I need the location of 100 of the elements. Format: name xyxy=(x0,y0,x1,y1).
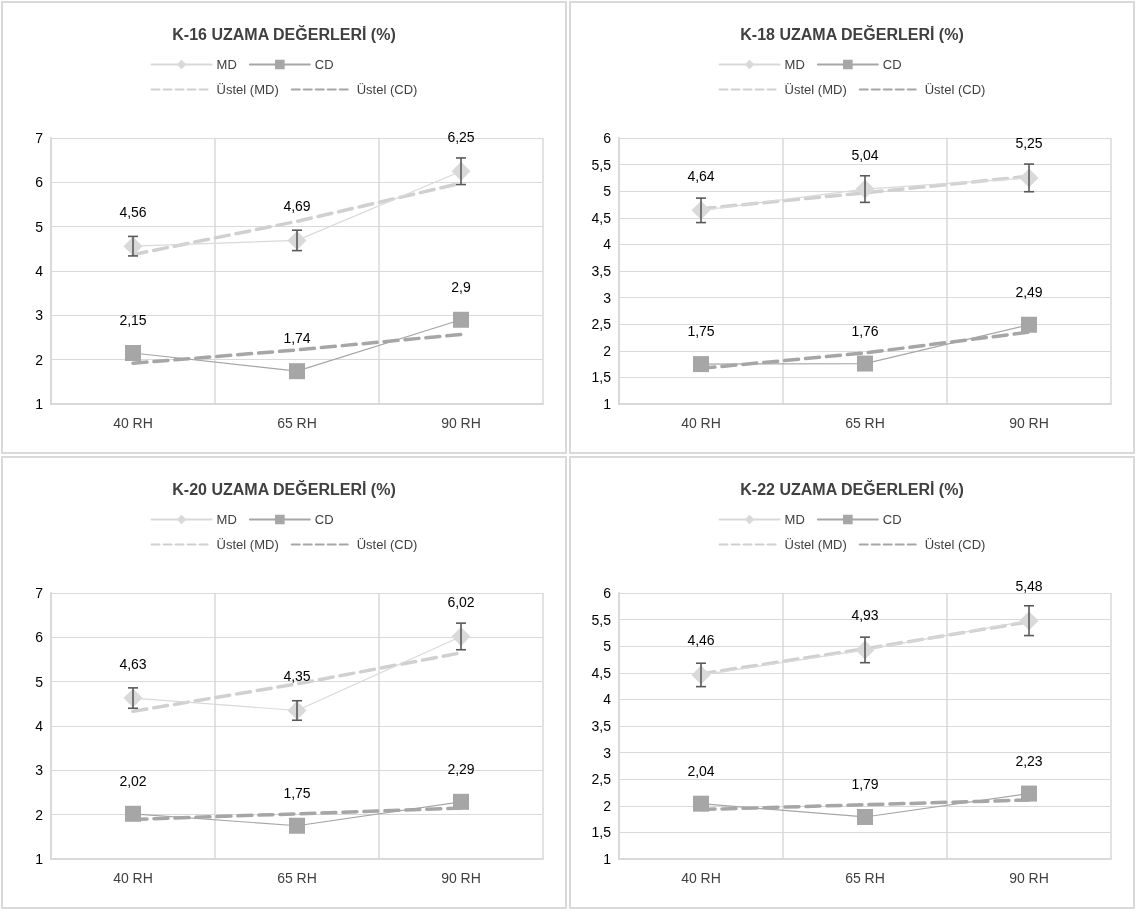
x-tick-label: 90 RH xyxy=(441,870,481,886)
data-label: 4,56 xyxy=(119,203,147,220)
data-label: 1,75 xyxy=(283,784,311,801)
y-tick-label: 3 xyxy=(35,307,44,324)
data-label: 2,49 xyxy=(1015,283,1043,300)
x-tick-label: 90 RH xyxy=(441,415,481,431)
y-tick-label: 1 xyxy=(35,396,44,412)
chart-title: K-18 UZAMA DEĞERLERİ (%) xyxy=(740,24,964,43)
data-label: 2,04 xyxy=(687,762,715,779)
y-tick-label: 3,5 xyxy=(591,263,612,279)
data-label: 4,63 xyxy=(119,655,147,672)
data-label: 4,64 xyxy=(687,167,715,184)
y-tick-label: 5,5 xyxy=(591,156,612,173)
y-tick-label: 2,5 xyxy=(591,316,612,333)
point xyxy=(289,363,305,380)
y-tick-label: 4 xyxy=(35,718,44,734)
y-tick-label: 5,5 xyxy=(591,611,612,628)
x-tick-label: 65 RH xyxy=(277,415,317,431)
legend-label: MD xyxy=(784,512,805,527)
data-label: 1,74 xyxy=(283,330,311,347)
point xyxy=(857,808,873,825)
y-tick-label: 3 xyxy=(603,289,612,306)
data-label: 5,04 xyxy=(851,146,879,163)
y-tick-label: 6 xyxy=(35,629,44,646)
legend-label: CD xyxy=(314,512,334,527)
data-label: 5,48 xyxy=(1015,578,1043,595)
legend-label: Üstel (MD) xyxy=(784,537,847,552)
y-tick-label: 4 xyxy=(603,236,612,253)
legend-label: Üstel (CD) xyxy=(356,82,418,97)
legend-label: CD xyxy=(882,512,902,527)
chart-title: K-16 UZAMA DEĞERLERİ (%) xyxy=(172,24,396,43)
y-tick-label: 7 xyxy=(35,585,44,601)
y-tick-label: 2 xyxy=(35,806,44,823)
y-tick-label: 1 xyxy=(603,396,612,412)
y-tick-label: 3,5 xyxy=(591,718,612,734)
y-tick-label: 5 xyxy=(35,673,44,690)
point xyxy=(1021,316,1037,333)
y-tick-label: 1,5 xyxy=(591,369,612,386)
data-label: 4,46 xyxy=(687,632,715,649)
point xyxy=(125,805,141,822)
y-tick-label: 4,5 xyxy=(591,664,612,681)
y-tick-label: 6 xyxy=(35,174,44,191)
data-label: 1,79 xyxy=(851,775,879,792)
legend-label: Üstel (MD) xyxy=(216,537,279,552)
y-tick-label: 2 xyxy=(603,797,612,814)
legend-label: Üstel (MD) xyxy=(216,82,279,97)
y-tick-label: 3 xyxy=(603,744,612,761)
y-tick-label: 7 xyxy=(35,130,44,146)
chart-title: K-22 UZAMA DEĞERLERİ (%) xyxy=(740,479,964,498)
y-tick-label: 5 xyxy=(603,183,612,200)
legend-label: MD xyxy=(216,512,237,527)
point xyxy=(289,817,305,834)
data-label: 2,23 xyxy=(1015,752,1043,769)
y-tick-label: 3 xyxy=(35,762,44,779)
data-label: 1,75 xyxy=(687,323,715,340)
point xyxy=(693,356,709,373)
x-tick-label: 90 RH xyxy=(1009,415,1049,431)
legend-label: Üstel (CD) xyxy=(924,82,986,97)
legend-label: Üstel (CD) xyxy=(356,537,418,552)
y-tick-label: 5 xyxy=(35,218,44,235)
y-tick-label: 1 xyxy=(603,851,612,867)
x-tick-label: 40 RH xyxy=(681,415,721,431)
data-label: 2,29 xyxy=(447,760,475,777)
y-tick-label: 4 xyxy=(35,263,44,279)
y-tick-label: 2 xyxy=(603,342,612,359)
x-tick-label: 65 RH xyxy=(845,870,885,886)
point xyxy=(1021,785,1037,802)
x-tick-label: 90 RH xyxy=(1009,870,1049,886)
y-tick-label: 5 xyxy=(603,638,612,655)
point xyxy=(125,345,141,362)
x-tick-label: 40 RH xyxy=(113,870,153,886)
x-tick-label: 65 RH xyxy=(277,870,317,886)
point xyxy=(453,311,469,328)
legend-label: MD xyxy=(216,57,237,72)
legend-label: CD xyxy=(314,57,334,72)
point xyxy=(453,793,469,810)
legend-label: MD xyxy=(784,57,805,72)
data-label: 4,35 xyxy=(283,667,311,684)
legend-label: Üstel (CD) xyxy=(924,537,986,552)
data-label: 2,02 xyxy=(119,772,147,789)
y-tick-label: 6 xyxy=(603,130,612,146)
data-label: 4,93 xyxy=(851,607,879,624)
legend-label: Üstel (MD) xyxy=(784,82,847,97)
legend-label: CD xyxy=(882,57,902,72)
data-label: 4,69 xyxy=(283,197,311,214)
x-tick-label: 40 RH xyxy=(681,870,721,886)
data-label: 2,9 xyxy=(451,278,471,295)
data-label: 6,02 xyxy=(447,593,475,610)
x-tick-label: 65 RH xyxy=(845,415,885,431)
data-label: 1,76 xyxy=(851,322,879,339)
y-tick-label: 2 xyxy=(35,351,44,368)
y-tick-label: 2,5 xyxy=(591,771,612,788)
x-tick-label: 40 RH xyxy=(113,415,153,431)
data-label: 5,25 xyxy=(1015,135,1043,152)
y-tick-label: 6 xyxy=(603,585,612,601)
data-label: 2,15 xyxy=(119,312,147,329)
y-tick-label: 4 xyxy=(603,691,612,708)
y-tick-label: 1,5 xyxy=(591,824,612,841)
data-label: 6,25 xyxy=(447,128,475,145)
point xyxy=(693,795,709,812)
